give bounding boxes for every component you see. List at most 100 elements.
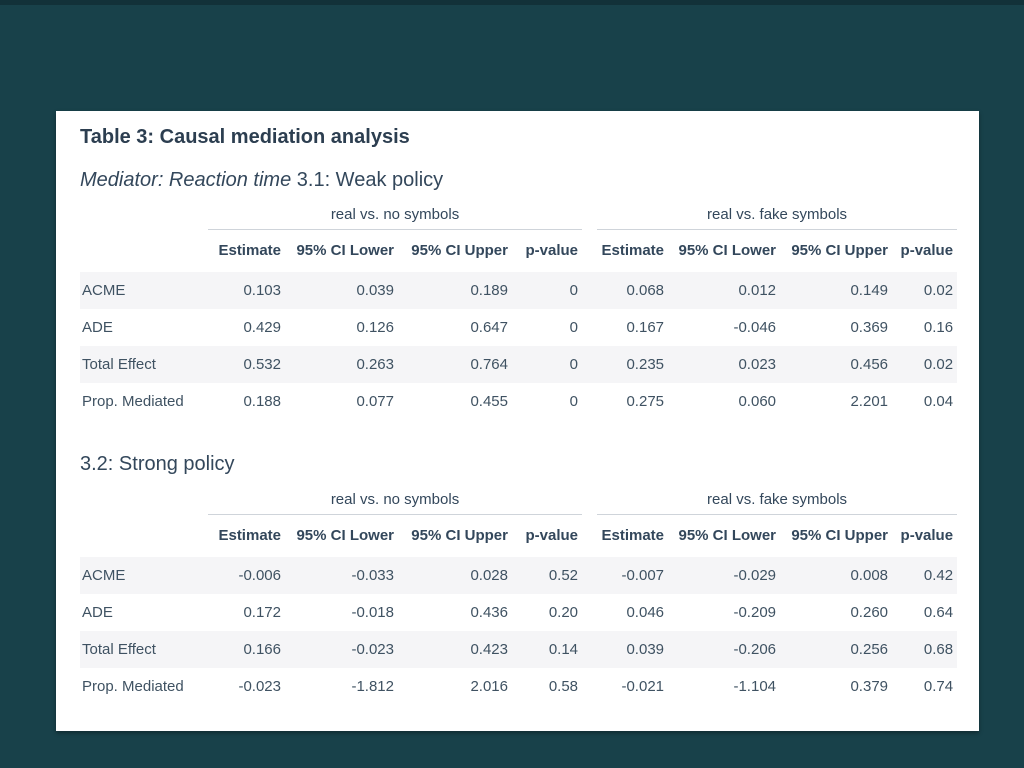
- table-cell: 0.04: [923, 393, 954, 410]
- table-cell: -1.104: [733, 678, 777, 695]
- table-cell: 0.126: [356, 319, 394, 336]
- column-header: 95% CI Lower: [678, 527, 777, 545]
- table-cell: 0.42: [892, 557, 958, 594]
- table-cell: -0.033: [285, 557, 398, 594]
- column-header: 95% CI Lower: [296, 527, 394, 545]
- table-cell: 0.077: [356, 393, 394, 410]
- table-cell: 0.369: [850, 319, 889, 336]
- table-cell: 0.764: [398, 346, 512, 383]
- table-row: ADE 0.429 0.126 0.647 0 0.167 -0.046 0.3…: [80, 309, 957, 346]
- subtitle-line: Mediator: Reaction time 3.1: Weak policy: [80, 167, 957, 193]
- column-header-row: Estimate 95% CI Lower 95% CI Upper p-val…: [80, 514, 957, 557]
- table-row: Prop. Mediated 0.188 0.077 0.455 0 0.275…: [80, 383, 957, 420]
- table-cell: 0.039: [285, 272, 398, 309]
- weak-policy-table: real vs. no symbols real vs. fake symbol…: [80, 204, 958, 420]
- row-label: ACME: [80, 557, 208, 594]
- table-cell: 0.647: [470, 319, 508, 336]
- table-row: ACME -0.006 -0.033 0.028 0.52 -0.007 -0.…: [80, 557, 958, 594]
- table-cell: -0.023: [285, 631, 398, 668]
- table-cell: 0.436: [470, 604, 508, 621]
- table-cell: 0.167: [626, 319, 665, 336]
- table-cell: 0.068: [597, 272, 669, 309]
- row-label: ADE: [82, 604, 113, 621]
- group-header-real-vs-fake: real vs. fake symbols: [597, 204, 958, 230]
- table-cell: 0.039: [597, 631, 669, 668]
- table-row: Total Effect 0.532 0.263 0.764 0 0.235 0…: [80, 346, 958, 383]
- column-header: p-value: [525, 242, 579, 260]
- table-cell: 0.256: [780, 631, 893, 668]
- row-label: ACME: [80, 272, 208, 309]
- table-cell: 0.149: [780, 272, 893, 309]
- slide-card: Table 3: Causal mediation analysis Media…: [56, 111, 979, 731]
- table-cell: 0.02: [892, 272, 958, 309]
- table-cell: 0.012: [668, 272, 781, 309]
- table-cell: 0.046: [626, 604, 665, 621]
- column-header: 95% CI Upper: [791, 242, 889, 260]
- table-cell: 0.166: [208, 631, 285, 668]
- table-cell: -0.046: [733, 319, 777, 336]
- column-header: p-value: [900, 527, 954, 545]
- row-label: ADE: [82, 319, 113, 336]
- mediator-label: Mediator: Reaction time: [80, 169, 292, 191]
- table-cell: 2.016: [470, 678, 508, 695]
- table-cell: 0.455: [470, 393, 508, 410]
- column-header: Estimate: [601, 527, 665, 545]
- table-cell: -0.006: [208, 557, 285, 594]
- table-cell: 0.235: [597, 346, 669, 383]
- table-cell: 0.20: [548, 604, 579, 621]
- table-row: Prop. Mediated -0.023 -1.812 2.016 0.58 …: [80, 668, 957, 705]
- table-cell: 0.008: [780, 557, 893, 594]
- row-label: Prop. Mediated: [82, 678, 184, 695]
- table-cell: 0.74: [923, 678, 954, 695]
- table-cell: -0.206: [668, 631, 781, 668]
- table-cell: -0.021: [621, 678, 665, 695]
- column-header: Estimate: [218, 527, 281, 545]
- group-header-real-vs-no: real vs. no symbols: [208, 204, 583, 230]
- table-cell: 0.52: [512, 557, 583, 594]
- row-label: Total Effect: [80, 631, 208, 668]
- table-cell: -1.812: [351, 678, 394, 695]
- table-cell: 0: [569, 319, 579, 336]
- page-title: Table 3: Causal mediation analysis: [80, 126, 410, 148]
- table-cell: 0.429: [243, 319, 281, 336]
- slide-top-edge: [0, 0, 1024, 5]
- table-cell: 0.023: [668, 346, 781, 383]
- table-cell: 0.379: [850, 678, 889, 695]
- table-cell: 0.188: [243, 393, 281, 410]
- column-header-row: Estimate 95% CI Lower 95% CI Upper p-val…: [80, 229, 957, 272]
- table-cell: -0.209: [733, 604, 777, 621]
- table-cell: 0.263: [285, 346, 398, 383]
- table-cell: 0.103: [208, 272, 285, 309]
- group-header-row: real vs. no symbols real vs. fake symbol…: [80, 489, 958, 515]
- table-cell: 0.532: [208, 346, 285, 383]
- column-header: 95% CI Lower: [678, 242, 777, 260]
- table-cell: 0.64: [923, 604, 954, 621]
- column-header: 95% CI Upper: [411, 242, 508, 260]
- group-header-real-vs-fake: real vs. fake symbols: [597, 489, 958, 515]
- table-cell: 0.58: [548, 678, 579, 695]
- table-cell: -0.023: [238, 678, 281, 695]
- column-header: 95% CI Upper: [791, 527, 889, 545]
- column-header: Estimate: [601, 242, 665, 260]
- row-label: Total Effect: [80, 346, 208, 383]
- column-header: p-value: [900, 242, 954, 260]
- table-row: ACME 0.103 0.039 0.189 0 0.068 0.012 0.1…: [80, 272, 958, 309]
- table-cell: 0.68: [892, 631, 958, 668]
- table-cell: 0.260: [850, 604, 889, 621]
- group-header-row: real vs. no symbols real vs. fake symbol…: [80, 204, 958, 230]
- table-cell: 0.275: [626, 393, 665, 410]
- section-2-title: 3.2: Strong policy: [80, 453, 235, 475]
- table-cell: -0.007: [597, 557, 669, 594]
- table-cell: 0.16: [923, 319, 954, 336]
- group-header-real-vs-no: real vs. no symbols: [208, 489, 583, 515]
- table-cell: 0: [512, 272, 583, 309]
- table-cell: 0.14: [512, 631, 583, 668]
- table-cell: 0.423: [398, 631, 512, 668]
- column-header: Estimate: [218, 242, 281, 260]
- table-cell: 0.028: [398, 557, 512, 594]
- table-cell: 0.172: [243, 604, 281, 621]
- table-cell: 0: [569, 393, 579, 410]
- table-row: ADE 0.172 -0.018 0.436 0.20 0.046 -0.209…: [80, 594, 957, 631]
- section-1-title: 3.1: Weak policy: [296, 169, 444, 191]
- column-header: 95% CI Lower: [296, 242, 394, 260]
